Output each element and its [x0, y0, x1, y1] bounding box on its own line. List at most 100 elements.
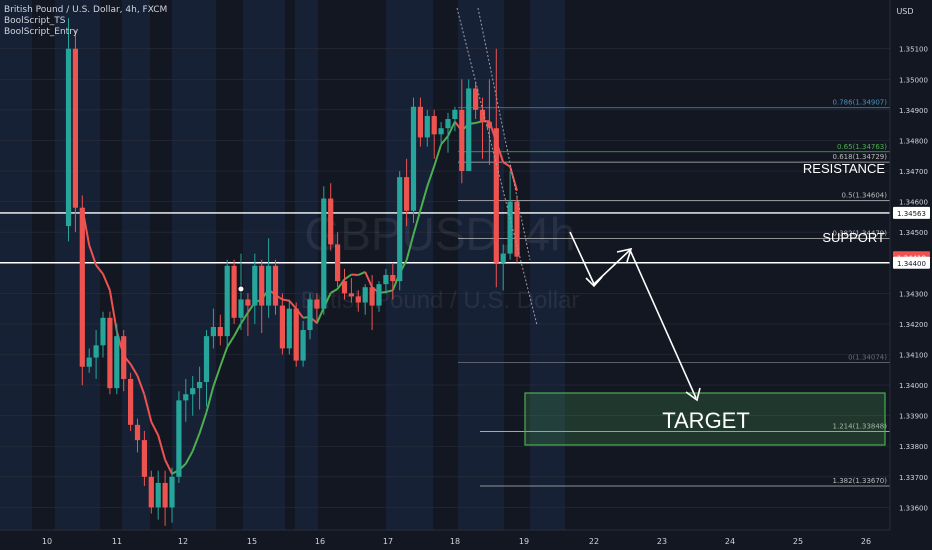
- candle-body[interactable]: [452, 109, 458, 120]
- candle-body[interactable]: [217, 326, 223, 337]
- trend-segment: [102, 273, 111, 291]
- candle-body[interactable]: [500, 253, 506, 263]
- trend-segment: [336, 278, 346, 290]
- candle-body[interactable]: [355, 296, 361, 303]
- candle-body[interactable]: [183, 394, 189, 401]
- candle-body[interactable]: [86, 357, 92, 367]
- candle-body[interactable]: [459, 109, 465, 172]
- candle-body[interactable]: [341, 281, 348, 294]
- candle-body[interactable]: [410, 106, 417, 211]
- candle-body[interactable]: [203, 336, 210, 383]
- candle-body[interactable]: [114, 336, 120, 389]
- candle-body[interactable]: [197, 382, 203, 389]
- support-price-label-box[interactable]: [893, 256, 930, 269]
- price-axis[interactable]: USD 1.35100 1.35000 1.34900 1.34800 1.34700 1.…: [889, 0, 932, 550]
- candle-body[interactable]: [245, 299, 251, 306]
- candle-body[interactable]: [397, 177, 403, 282]
- date-tick: 19: [519, 537, 529, 546]
- candle-body[interactable]: [107, 317, 113, 389]
- candle-body[interactable]: [466, 88, 472, 172]
- target-box[interactable]: [524, 392, 886, 446]
- candle-body[interactable]: [335, 244, 341, 282]
- trend-segment: [447, 121, 456, 137]
- candle-body[interactable]: [314, 299, 320, 309]
- candle-body[interactable]: [424, 115, 430, 138]
- symbol-title[interactable]: British Pound / U.S. Dollar, 4h, FXCM: [4, 5, 168, 15]
- candle-body[interactable]: [279, 305, 285, 349]
- candle-body[interactable]: [362, 287, 368, 303]
- candle-body[interactable]: [148, 476, 154, 508]
- candle-body[interactable]: [507, 201, 513, 254]
- trend-segment: [502, 161, 511, 168]
- candle-body[interactable]: [100, 317, 106, 346]
- date-tick: 23: [657, 537, 667, 546]
- candle-body[interactable]: [121, 336, 127, 379]
- candle-body[interactable]: [259, 265, 265, 306]
- candle-body[interactable]: [210, 326, 216, 337]
- candle-body[interactable]: [417, 106, 423, 138]
- date-tick: 18: [450, 537, 460, 546]
- projection-arrow[interactable]: [569, 231, 697, 399]
- candle-body[interactable]: [224, 265, 230, 337]
- candle-body[interactable]: [231, 265, 237, 318]
- candle-body[interactable]: [473, 88, 479, 110]
- candle-body[interactable]: [348, 293, 354, 297]
- candle-body[interactable]: [286, 308, 292, 349]
- candle-body[interactable]: [390, 274, 396, 282]
- session-bands: [0, 0, 565, 530]
- candle-body[interactable]: [128, 378, 134, 425]
- candle-body[interactable]: [383, 274, 389, 285]
- candle-body[interactable]: [93, 345, 99, 358]
- candle-body[interactable]: [479, 109, 486, 123]
- candle-body[interactable]: [252, 265, 258, 306]
- trend-segment: [385, 289, 394, 293]
- candle-body[interactable]: [162, 482, 168, 508]
- candle-body[interactable]: [486, 122, 492, 129]
- candle-body[interactable]: [445, 119, 451, 129]
- candle-body[interactable]: [493, 128, 499, 263]
- candle-body[interactable]: [376, 284, 382, 306]
- candle-body[interactable]: [169, 476, 175, 508]
- candle-body[interactable]: [238, 299, 244, 318]
- candle-body[interactable]: [431, 115, 437, 135]
- candle-body[interactable]: [155, 482, 161, 508]
- resistance-price-label-box[interactable]: [893, 206, 930, 219]
- drawings[interactable]: [237, 7, 701, 402]
- dotted-trend-line[interactable]: [477, 7, 531, 261]
- fibonacci-levels[interactable]: 0.786(1.34907) 0.65(1.34763) 0.618(1.34729…: [458, 99, 890, 487]
- time-axis[interactable]: 10 11 12 15 16 17 18 19 22 23 24 25 26: [0, 529, 932, 550]
- indicator-entry[interactable]: BoolScript_Entry: [4, 27, 79, 37]
- indicator-ts[interactable]: BoolScript_TS: [4, 16, 66, 26]
- price-tick: 1.34800: [899, 137, 928, 145]
- candle-body[interactable]: [321, 198, 327, 309]
- candle-body[interactable]: [176, 400, 182, 477]
- trend-segment: [419, 186, 429, 211]
- entry-marker: [237, 285, 245, 293]
- target-zone[interactable]: TARGET: [524, 392, 886, 446]
- date-tick: 16: [315, 537, 325, 546]
- time-axis-bg: [0, 530, 932, 550]
- candle-body[interactable]: [190, 388, 196, 395]
- candle-body[interactable]: [266, 265, 272, 306]
- candle-body[interactable]: [141, 440, 147, 477]
- target-label: TARGET: [662, 408, 750, 433]
- candle-body[interactable]: [272, 265, 279, 306]
- candle-body[interactable]: [134, 424, 141, 441]
- candle-body[interactable]: [438, 128, 444, 135]
- candle-body[interactable]: [293, 308, 299, 361]
- price-tick: 1.34300: [899, 290, 928, 298]
- candle-body[interactable]: [79, 207, 85, 367]
- candle-body[interactable]: [328, 198, 334, 245]
- candle-body[interactable]: [307, 299, 313, 331]
- candle-body[interactable]: [72, 48, 78, 208]
- candle-body[interactable]: [65, 48, 72, 227]
- candles[interactable]: [65, 18, 520, 526]
- candle-body[interactable]: [514, 201, 520, 257]
- candle-body[interactable]: [369, 287, 375, 306]
- fib-level-label: 0.786(1.34907): [833, 99, 888, 107]
- candle-body[interactable]: [300, 330, 306, 361]
- dotted-trend-line[interactable]: [456, 7, 538, 326]
- candle-body[interactable]: [404, 177, 410, 211]
- horizontal-lines[interactable]: [0, 212, 890, 264]
